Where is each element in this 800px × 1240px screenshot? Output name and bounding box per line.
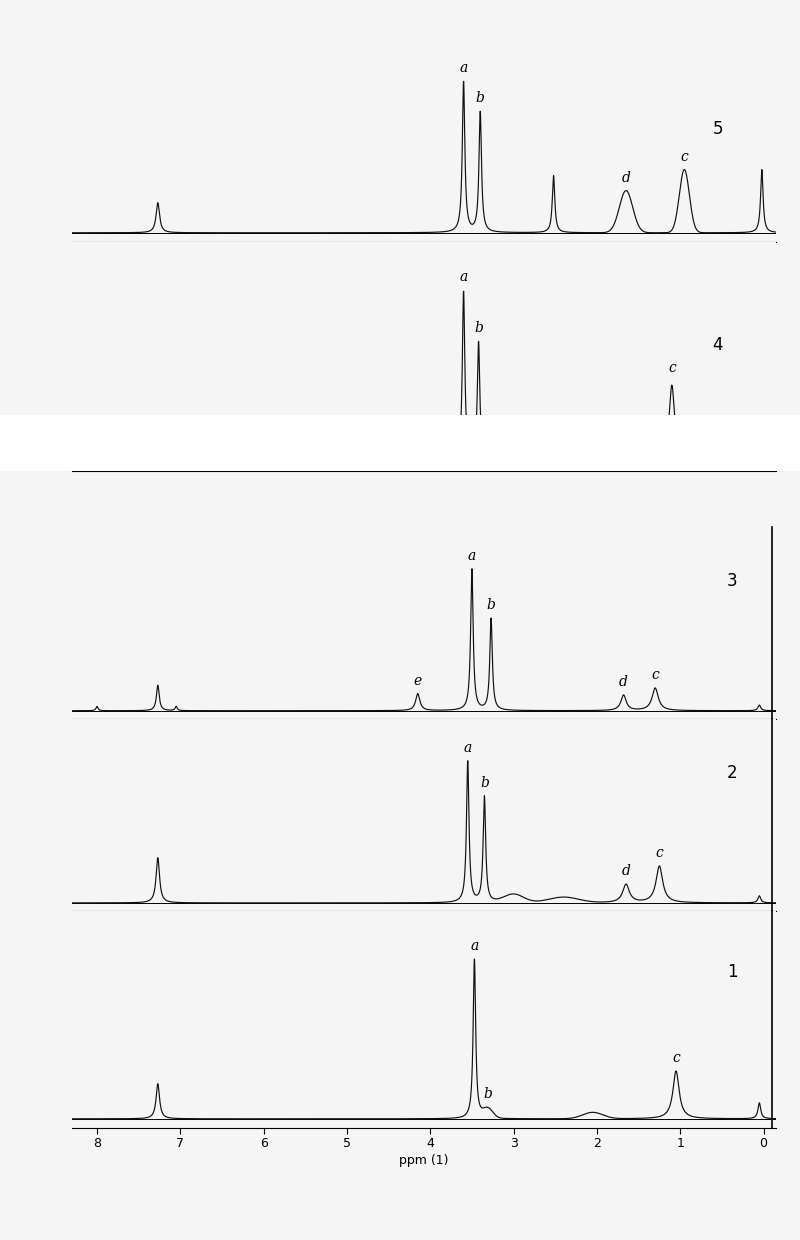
Text: 1: 1 [726, 963, 738, 981]
Text: c: c [655, 846, 663, 861]
Text: d: d [622, 864, 630, 878]
Text: 5: 5 [713, 120, 723, 139]
Text: b: b [474, 321, 483, 335]
Text: b: b [480, 776, 489, 790]
Text: c: c [668, 361, 676, 374]
Text: e: e [414, 675, 422, 688]
Text: a: a [459, 270, 468, 284]
Text: b: b [486, 599, 495, 613]
Text: a: a [459, 61, 468, 76]
Text: d: d [622, 171, 630, 185]
Text: b: b [483, 1086, 492, 1101]
Text: d: d [619, 676, 628, 689]
Text: c: c [672, 1050, 680, 1065]
Text: a: a [468, 549, 476, 563]
Text: 2: 2 [726, 764, 738, 782]
Text: b: b [476, 92, 485, 105]
Text: c: c [651, 668, 659, 682]
Text: 4: 4 [713, 336, 723, 355]
Text: 3: 3 [726, 572, 738, 590]
Text: c: c [681, 150, 688, 164]
X-axis label: ppm (1): ppm (1) [399, 1154, 449, 1167]
Text: a: a [470, 939, 478, 952]
Text: a: a [464, 742, 472, 755]
